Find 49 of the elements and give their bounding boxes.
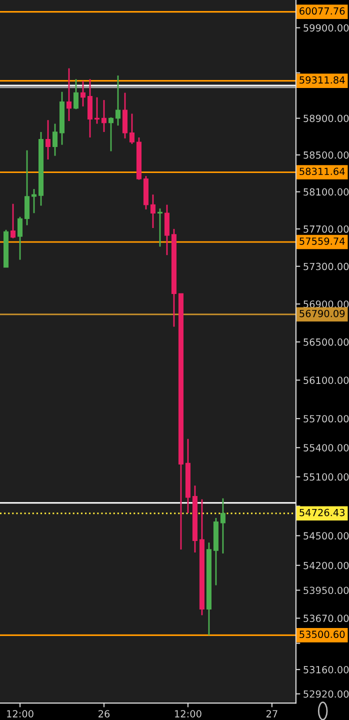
y-tick-label: 55100.00 — [304, 473, 349, 481]
y-tick-label: 54200.00 — [304, 562, 349, 570]
y-tick-label: 52920.00 — [304, 690, 349, 698]
ref-line-label: 58311.64 — [300, 168, 345, 176]
y-tick-label: 58500.00 — [304, 151, 349, 159]
y-tick-label: 53670.00 — [304, 614, 349, 622]
y-tick-label: 53950.00 — [304, 586, 349, 594]
y-tick-label: 58900.00 — [304, 114, 349, 122]
y-tick-label: 56900.00 — [304, 300, 349, 308]
candlestick — [52, 123, 58, 157]
y-tick-label: 53160.00 — [304, 666, 349, 674]
candlestick — [122, 92, 128, 140]
y-tick-label: 56100.00 — [304, 376, 349, 384]
candlestick — [17, 216, 23, 260]
candlestick — [80, 80, 86, 108]
x-tick-label: 27 — [266, 710, 278, 718]
x-tick-label: 26 — [98, 710, 110, 718]
candlestick — [108, 116, 114, 152]
x-tick-label: 12:00 — [175, 710, 202, 718]
y-tick-label: 56500.00 — [304, 338, 349, 346]
y-tick-label: 59900.00 — [304, 24, 349, 32]
ref-line-label: 59311.84 — [300, 76, 345, 84]
y-tick-label: 58100.00 — [304, 188, 349, 196]
candlestick — [164, 204, 170, 256]
y-tick-label: 57700.00 — [304, 225, 349, 233]
y-tick-label: 57300.00 — [304, 262, 349, 270]
candlestick — [115, 74, 121, 126]
candlestick — [150, 194, 156, 229]
ref-line-label: 60077.76 — [300, 7, 345, 15]
ref-line-label: 54726.43 — [300, 508, 345, 516]
candlestick — [220, 498, 226, 554]
ref-line-label: 57559.74 — [300, 237, 345, 245]
candlestick — [24, 150, 30, 226]
candlestick — [129, 113, 135, 145]
candlestick — [73, 78, 79, 110]
candlestick — [45, 119, 51, 160]
candlestick — [94, 96, 100, 124]
candlestick — [10, 203, 16, 239]
candlestick — [157, 208, 162, 248]
x-tick-label: 12:00 — [7, 710, 34, 718]
candlestick — [87, 78, 93, 138]
candlestick — [66, 68, 72, 122]
y-tick-label: 54500.00 — [304, 532, 349, 540]
y-tick-label: 55700.00 — [304, 415, 349, 422]
candlestick — [101, 99, 107, 133]
ref-line-label: 56790.09 — [300, 310, 345, 318]
candlestick — [31, 188, 37, 214]
y-tick-label: 55400.00 — [304, 444, 349, 452]
ref-line-label: 53500.60 — [300, 630, 345, 638]
